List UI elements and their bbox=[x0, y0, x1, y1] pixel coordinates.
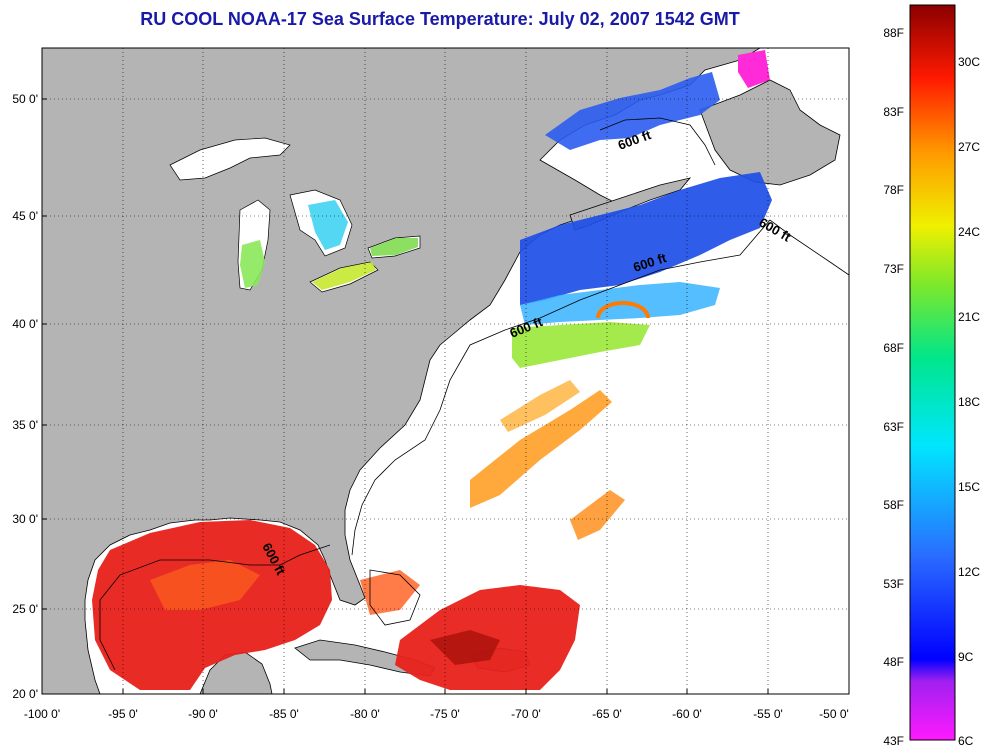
lon-tick-label: -75 0' bbox=[430, 707, 460, 721]
colorbar-c-label: 21C bbox=[958, 310, 980, 324]
colorbar-c-label: 18C bbox=[958, 395, 980, 409]
colorbar-f-label: 73F bbox=[883, 262, 904, 276]
lon-tick-label: -85 0' bbox=[269, 707, 299, 721]
map-title: RU COOL NOAA-17 Sea Surface Temperature:… bbox=[140, 9, 740, 29]
colorbar-f-label: 88F bbox=[883, 26, 904, 40]
colorbar-f-label: 83F bbox=[883, 105, 904, 119]
map-grid bbox=[42, 48, 849, 694]
lon-tick-label: -90 0' bbox=[188, 707, 218, 721]
land-north-america bbox=[42, 48, 761, 694]
axis-ticks bbox=[41, 98, 850, 695]
colorbar-f-label: 53F bbox=[883, 577, 904, 591]
lon-tick-label: -100 0' bbox=[24, 707, 60, 721]
sst-cold-gulf-st-lawrence bbox=[545, 72, 720, 150]
lake-superior bbox=[169, 137, 291, 181]
colorbar-f-label: 78F bbox=[883, 183, 904, 197]
lon-tick-label: -95 0' bbox=[108, 707, 138, 721]
lat-tick-label: 30 0' bbox=[12, 512, 38, 526]
sst-warm-slope bbox=[512, 322, 650, 368]
lon-tick-label: -55 0' bbox=[753, 707, 783, 721]
colorbar-c-label: 15C bbox=[958, 480, 980, 494]
isobath-600ft-north bbox=[504, 219, 849, 331]
colorbar-c-label: 24C bbox=[958, 225, 980, 239]
land-yucatan bbox=[199, 651, 273, 694]
lon-tick-label: -50 0' bbox=[819, 707, 849, 721]
lon-tick-label: -65 0' bbox=[592, 707, 622, 721]
sst-lake-michigan bbox=[240, 240, 265, 288]
colorbar-f-label: 68F bbox=[883, 341, 904, 355]
sst-warm-ring bbox=[596, 301, 650, 319]
colorbar-c-label: 12C bbox=[958, 565, 980, 579]
sst-warm-sargasso-1 bbox=[470, 390, 612, 508]
lat-tick-label: 25 0' bbox=[12, 602, 38, 616]
sst-hot-gulf-patch bbox=[150, 560, 260, 610]
sst-lake-erie bbox=[312, 262, 376, 290]
isobath-600ft-gulf bbox=[99, 544, 331, 671]
sst-cold-labrador bbox=[738, 50, 770, 88]
lat-tick-label: 45 0' bbox=[12, 209, 38, 223]
sst-hot-caribbean-core bbox=[430, 630, 500, 665]
colorbar-scale bbox=[909, 4, 956, 741]
sst-cold-gulf-maine bbox=[520, 172, 772, 305]
lat-tick-label: 35 0' bbox=[12, 418, 38, 432]
colorbar-c-label: 27C bbox=[958, 140, 980, 154]
sst-lake-huron bbox=[308, 200, 348, 250]
isobath-600ft-east-coast bbox=[351, 329, 506, 556]
isobath-600ft-bahamas bbox=[369, 569, 421, 626]
land-newfoundland bbox=[699, 79, 841, 186]
colorbar-f-label: 43F bbox=[883, 734, 904, 748]
colorbar-c-label: 30C bbox=[958, 55, 980, 69]
lat-tick-label: 40 0' bbox=[12, 317, 38, 331]
lon-tick-label: -60 0' bbox=[672, 707, 702, 721]
colorbar-f-label: 48F bbox=[883, 655, 904, 669]
colorbar-f-label: 58F bbox=[883, 498, 904, 512]
colorbar-f-label: 63F bbox=[883, 420, 904, 434]
sst-lake-ontario bbox=[370, 238, 418, 256]
lon-tick-label: -80 0' bbox=[350, 707, 380, 721]
lon-tick-label: -70 0' bbox=[511, 707, 541, 721]
isobath-600ft-gulf-stlawrence bbox=[599, 117, 716, 166]
colorbar-c-label: 9C bbox=[958, 650, 974, 664]
sst-warm-sargasso-3 bbox=[570, 490, 625, 540]
colorbar-c-label: 6C bbox=[958, 734, 974, 748]
sst-warm-sargasso-2 bbox=[500, 380, 580, 432]
lat-tick-label: 20 0' bbox=[12, 687, 38, 701]
sst-hot-bahamas bbox=[360, 570, 420, 615]
lat-tick-label: 50 0' bbox=[12, 92, 38, 106]
